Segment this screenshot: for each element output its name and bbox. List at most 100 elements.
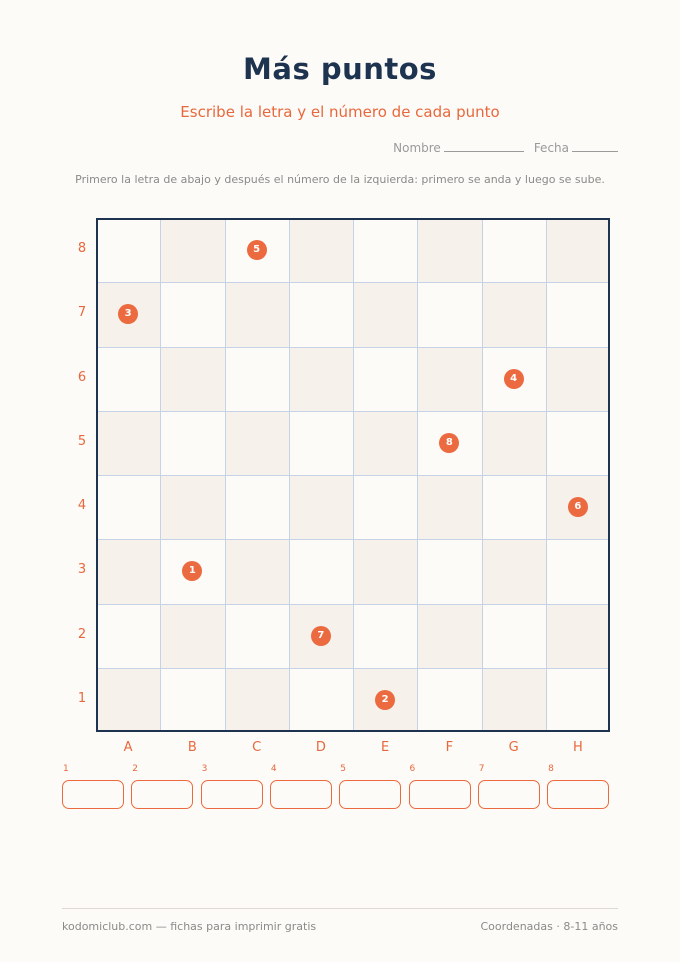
- grid-cell: [289, 411, 353, 475]
- grid-cell: [546, 539, 610, 603]
- column-label: H: [572, 740, 583, 755]
- point-marker-5: 5: [246, 240, 267, 261]
- row-label: 3: [77, 562, 87, 578]
- grid-cell: [96, 410, 161, 475]
- row-label: 1: [77, 690, 87, 706]
- point-marker-1: 1: [182, 561, 203, 582]
- grid-line: [96, 539, 610, 541]
- date-field[interactable]: Fecha: [534, 139, 618, 155]
- grid-cell: [224, 282, 289, 347]
- grid-cell: [417, 668, 481, 732]
- grid-cell: [353, 539, 418, 604]
- answer-number: 2: [132, 764, 139, 774]
- grid-cell: [353, 282, 418, 347]
- answer-slot: 5: [339, 764, 402, 809]
- grid-cell: [224, 667, 289, 732]
- name-field[interactable]: Nombre: [393, 139, 524, 155]
- row-label: 6: [77, 369, 87, 385]
- answer-number: 4: [270, 764, 277, 774]
- answer-slot: 1: [62, 764, 124, 809]
- grid-cell: [225, 475, 289, 539]
- grid-cell: [289, 668, 353, 732]
- grid-cell: [289, 539, 353, 603]
- grid-line: [417, 218, 419, 732]
- answer-box[interactable]: [477, 780, 540, 809]
- grid-cell: [545, 603, 610, 668]
- name-date-fields: Nombre Fecha: [393, 139, 618, 155]
- grid-cell: [288, 218, 353, 283]
- grid-cell: [353, 347, 417, 411]
- point-marker-8: 8: [439, 432, 460, 453]
- point-marker-3: 3: [118, 304, 139, 325]
- grid-cell: [224, 410, 289, 475]
- point-marker-4: 4: [503, 368, 524, 389]
- grid-cell: [482, 475, 546, 539]
- grid-cell: [546, 411, 610, 475]
- grid-cell: [546, 668, 610, 732]
- grid-cell: [353, 604, 417, 668]
- worksheet-subtitle: Escribe la letra y el número de cada pun…: [180, 103, 500, 121]
- grid-cell: [160, 282, 224, 346]
- grid-cell: [288, 475, 353, 540]
- grid-cell: [417, 539, 481, 603]
- column-label: A: [123, 740, 133, 755]
- row-label: 2: [77, 626, 87, 642]
- answer-box[interactable]: [269, 780, 332, 809]
- coordinate-grid: 1 2 3 4 5 6 7 8: [96, 218, 610, 732]
- row-label: 8: [77, 241, 87, 257]
- answer-number: 8: [548, 764, 554, 774]
- grid-cell: [160, 668, 224, 732]
- point-marker-7: 7: [310, 625, 331, 646]
- grid-cell: [160, 411, 224, 475]
- grid-cell: [481, 410, 546, 475]
- footer-divider: [62, 908, 618, 909]
- grid-cell: [96, 539, 161, 604]
- answer-box[interactable]: [547, 780, 610, 809]
- answer-box[interactable]: [339, 780, 402, 809]
- grid-cell: [160, 475, 225, 540]
- footer-site-text: kodomiclub.com — fichas para imprimir gr…: [62, 920, 317, 933]
- grid-cell: [481, 667, 546, 732]
- grid-cell: [96, 667, 161, 732]
- grid-cell: [96, 604, 160, 668]
- answer-box[interactable]: [62, 780, 124, 809]
- grid-cell: [482, 218, 546, 282]
- column-label: D: [315, 740, 326, 755]
- grid-cell: [417, 218, 482, 283]
- answer-slot: 8: [547, 764, 610, 809]
- name-line: [443, 139, 524, 152]
- answer-slot: 7: [477, 764, 540, 809]
- grid-cell: [225, 604, 289, 668]
- grid-line: [481, 218, 483, 732]
- grid-cell: [545, 218, 610, 283]
- grid-cell: [417, 282, 481, 346]
- grid-cell: [160, 346, 225, 411]
- answer-number: 1: [63, 764, 69, 774]
- grid-cell: [481, 282, 546, 347]
- point-marker-6: 6: [567, 497, 588, 518]
- answer-box[interactable]: [408, 780, 471, 809]
- grid-cell: [96, 218, 160, 282]
- point-marker-2: 2: [375, 689, 396, 710]
- column-label: B: [187, 740, 197, 755]
- grid-cell: [96, 347, 160, 411]
- answer-number: 5: [340, 764, 346, 774]
- column-label: G: [508, 740, 519, 755]
- grid-cell: [545, 346, 610, 411]
- row-label: 7: [77, 305, 87, 321]
- grid-line: [96, 603, 610, 605]
- answer-box[interactable]: [131, 780, 194, 809]
- grid-cell: [417, 475, 482, 540]
- grid-line: [96, 667, 610, 669]
- answer-box[interactable]: [200, 780, 263, 809]
- grid-cell: [96, 475, 160, 539]
- answer-slot: 4: [269, 764, 332, 809]
- grid-cell: [225, 347, 289, 411]
- column-label: E: [381, 740, 390, 755]
- column-label: F: [445, 740, 454, 755]
- date-line: [572, 139, 618, 152]
- footer-topic-text: Coordenadas · 8-11 años: [480, 920, 618, 933]
- grid-cell: [288, 346, 353, 411]
- instructions-text: Primero la letra de abajo y después el n…: [75, 173, 605, 186]
- grid-cell: [417, 346, 482, 411]
